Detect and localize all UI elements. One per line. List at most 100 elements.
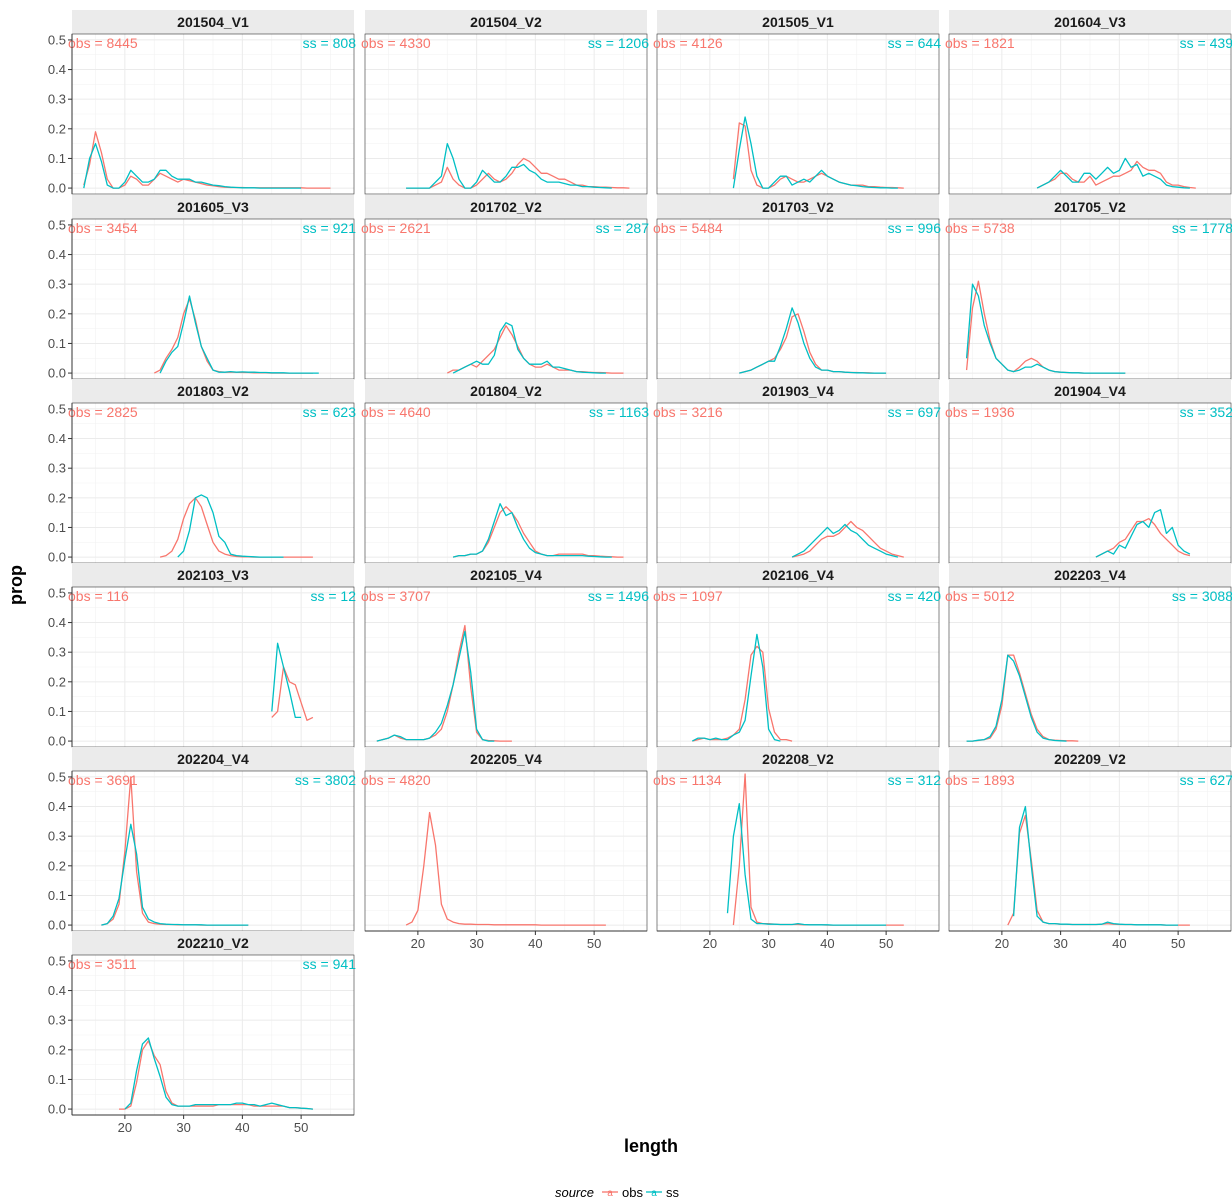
ss-count-label: ss = 3802 (295, 772, 356, 788)
y-tick-label: 0.3 (48, 829, 66, 844)
x-tick-label: 20 (703, 936, 717, 951)
facet-title: 202205_V4 (470, 751, 542, 767)
legend-entries: a obs a ss (602, 1185, 680, 1200)
legend-label: ss (666, 1185, 680, 1200)
legend-key-glyph: a (607, 1188, 613, 1199)
x-tick-label: 20 (995, 936, 1009, 951)
y-tick-label: 0.1 (48, 704, 66, 719)
obs-count-label: obs = 1936 (945, 404, 1015, 420)
y-tick-label: 0.4 (48, 615, 66, 630)
y-tick-label: 0.2 (48, 858, 66, 873)
facet-strip (72, 10, 354, 34)
y-tick-label: 0.4 (48, 247, 66, 262)
obs-count-label: obs = 3707 (361, 588, 431, 604)
y-tick-label: 0.5 (48, 401, 66, 416)
facet-title: 201604_V3 (1054, 14, 1126, 30)
y-tick-label: 0.5 (48, 32, 66, 47)
series-line-ss (1012, 805, 1179, 926)
series-line-ss (124, 1037, 313, 1110)
facet-title: 201803_V2 (177, 383, 249, 399)
series-line-ss (732, 116, 898, 189)
ss-count-label: ss = 623 (303, 404, 357, 420)
series-line-ss (739, 307, 887, 374)
legend-title: source (555, 1185, 594, 1200)
panel-border (948, 33, 1232, 195)
y-axis-title: prop (6, 565, 26, 605)
ss-count-label: ss = 12 (310, 588, 356, 604)
obs-count-label: obs = 4330 (361, 35, 431, 51)
obs-count-label: obs = 5012 (945, 588, 1015, 604)
y-tick-label: 0.1 (48, 1072, 66, 1087)
ss-count-label: ss = 352 (1180, 404, 1232, 420)
ss-count-label: ss = 1496 (588, 588, 649, 604)
y-tick-label: 0.4 (48, 62, 66, 77)
series-line-ss (1095, 509, 1191, 558)
ss-count-label: ss = 996 (888, 220, 942, 236)
facet-strip (72, 195, 354, 219)
facet-title: 202209_V2 (1054, 751, 1126, 767)
y-tick-label: 0.0 (48, 550, 66, 565)
x-axis-title: length (624, 1136, 678, 1156)
ss-count-label: ss = 1206 (588, 35, 649, 51)
x-tick-label: 30 (176, 1120, 190, 1135)
facet-title: 201605_V3 (177, 199, 249, 215)
y-tick-label: 0.0 (48, 181, 66, 196)
obs-count-label: obs = 8445 (68, 35, 138, 51)
obs-count-label: obs = 1097 (653, 588, 723, 604)
facet-title: 202208_V2 (762, 751, 834, 767)
facet-strip (72, 931, 354, 955)
facet-strip (949, 379, 1231, 403)
x-tick-label: 20 (118, 1120, 132, 1135)
facet-strip (365, 379, 647, 403)
series-line-ss (726, 802, 887, 926)
facet-strip (365, 747, 647, 771)
series-line-ss (966, 654, 1067, 742)
facet-title: 202210_V2 (177, 935, 249, 951)
y-tick-label: 0.0 (48, 1102, 66, 1117)
y-tick-label: 0.3 (48, 277, 66, 292)
facet-strip (949, 10, 1231, 34)
facet-strip (657, 563, 939, 587)
facet-title: 201702_V2 (470, 199, 542, 215)
obs-count-label: obs = 2825 (68, 404, 138, 420)
obs-count-label: obs = 116 (68, 588, 129, 604)
series-line-ss (101, 823, 249, 926)
facet-title: 202106_V4 (762, 567, 834, 583)
y-tick-label: 0.1 (48, 151, 66, 166)
x-tick-label: 20 (411, 936, 425, 951)
x-tick-label: 40 (235, 1120, 249, 1135)
facet-title: 202105_V4 (470, 567, 542, 583)
y-tick-label: 0.3 (48, 92, 66, 107)
y-tick-label: 0.0 (48, 918, 66, 933)
series-line-ss (452, 503, 612, 558)
panel-border (364, 33, 648, 195)
y-tick-label: 0.2 (48, 306, 66, 321)
obs-count-label: obs = 3454 (68, 220, 138, 236)
legend: source a obs a ss (555, 1185, 680, 1200)
x-tick-label: 30 (761, 936, 775, 951)
y-tick-label: 0.5 (48, 769, 66, 784)
y-tick-label: 0.2 (48, 1042, 66, 1057)
y-tick-label: 0.1 (48, 888, 66, 903)
series-line-obs (791, 520, 904, 558)
y-tick-label: 0.4 (48, 431, 66, 446)
series-line-ss (692, 633, 781, 742)
facet-title: 201504_V1 (177, 14, 249, 30)
obs-count-label: obs = 2621 (361, 220, 431, 236)
series-line-obs (405, 811, 606, 926)
legend-entry-obs: a obs (602, 1185, 643, 1200)
